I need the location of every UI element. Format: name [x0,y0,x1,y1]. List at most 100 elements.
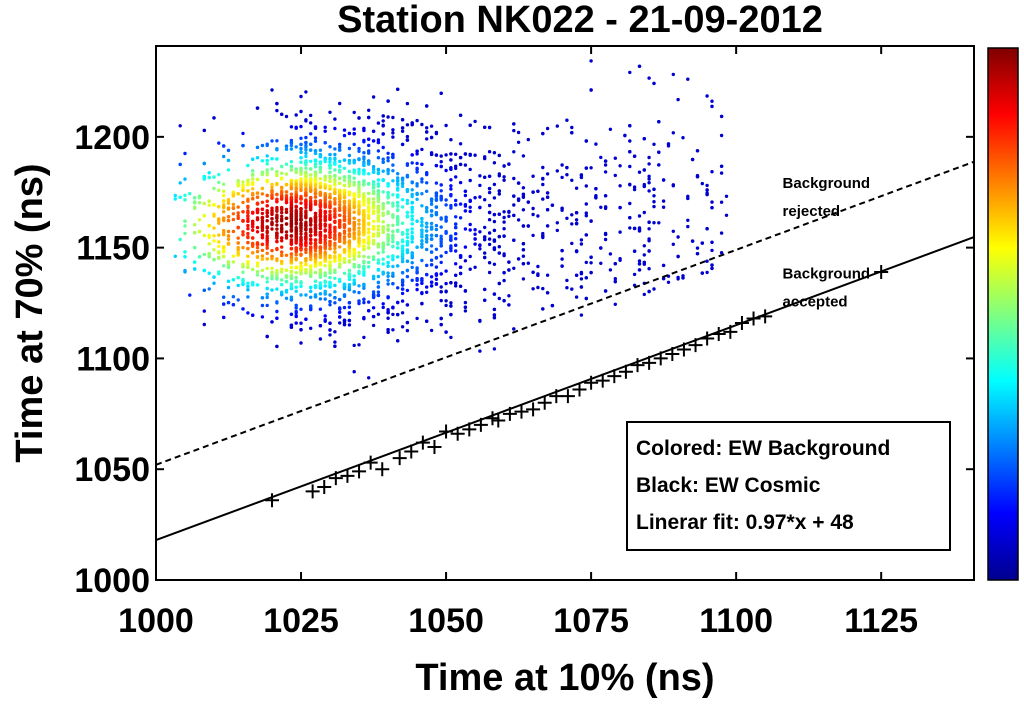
background-point [521,262,526,266]
cosmic-point [676,342,691,357]
background-point [425,130,429,134]
background-point [628,150,632,154]
background-point [512,266,516,270]
background-point [280,250,284,254]
background-point [420,301,424,306]
background-point [391,244,395,249]
background-point [492,316,497,320]
background-point [719,171,724,175]
background-point [347,146,352,151]
background-point [444,123,448,128]
background-point [396,312,400,317]
background-point [425,104,429,108]
cosmic-point [363,455,378,470]
background-point [642,168,646,172]
background-point [405,101,410,106]
background-point [463,204,468,208]
background-point [603,206,608,211]
background-point [560,208,564,212]
background-point [391,229,395,234]
background-point [318,292,323,296]
background-point [521,186,526,190]
background-point [222,228,226,233]
background-point [550,303,555,308]
background-point [396,87,400,92]
background-point [429,284,434,288]
background-point [338,310,342,314]
background-point [212,186,216,191]
background-point [275,147,279,152]
background-point [415,192,419,196]
background-point [371,167,376,171]
background-point [405,123,410,127]
background-point [304,135,308,140]
background-point [405,138,410,142]
background-point [502,175,506,179]
background-point [246,227,250,231]
background-point [284,114,289,119]
background-point [299,150,303,154]
background-point [415,316,419,321]
background-point [328,303,332,307]
background-point [652,204,656,209]
background-point [386,260,390,265]
background-point [473,265,477,269]
background-point [338,253,342,257]
background-point [328,233,332,237]
background-point [289,269,294,273]
background-point [434,131,439,136]
background-point [347,249,352,253]
background-point [584,260,588,265]
cosmic-point [607,369,622,384]
background-point [594,187,598,191]
background-point [362,259,366,264]
background-point [313,180,318,184]
background-point [444,289,448,293]
background-point [565,173,569,177]
background-point [299,124,303,129]
background-point [400,251,405,256]
background-point [284,296,289,300]
background-point [347,221,352,225]
background-point [391,264,395,269]
background-point [265,173,269,177]
background-point [197,255,202,259]
background-point [444,269,448,273]
background-point [236,298,240,302]
background-point [531,190,535,194]
background-point [362,163,366,168]
background-point [584,202,588,206]
background-point [420,177,424,181]
background-point [555,169,559,173]
background-point [449,167,453,171]
background-point [410,210,414,214]
background-point [241,230,245,234]
cosmic-point [584,375,599,390]
background-point [362,157,366,161]
background-point [260,235,265,239]
background-point [309,167,313,171]
background-point [405,288,410,293]
y-tick-label: 1000 [74,562,150,600]
background-point [212,258,216,262]
background-point [502,220,506,224]
background-point [362,315,366,320]
background-point [357,182,361,186]
background-point [280,164,284,169]
background-point [400,249,405,253]
background-point [226,229,231,234]
background-point [236,225,240,230]
background-point [352,290,356,294]
background-point [260,211,265,216]
background-point [260,254,265,258]
background-point [381,305,385,310]
background-point [512,203,516,207]
background-point [217,172,221,177]
background-point [202,128,206,133]
background-point [323,250,327,255]
background-point [304,188,308,192]
background-point [255,230,260,234]
background-point [396,339,400,343]
background-point [541,131,545,136]
background-point [391,169,395,173]
